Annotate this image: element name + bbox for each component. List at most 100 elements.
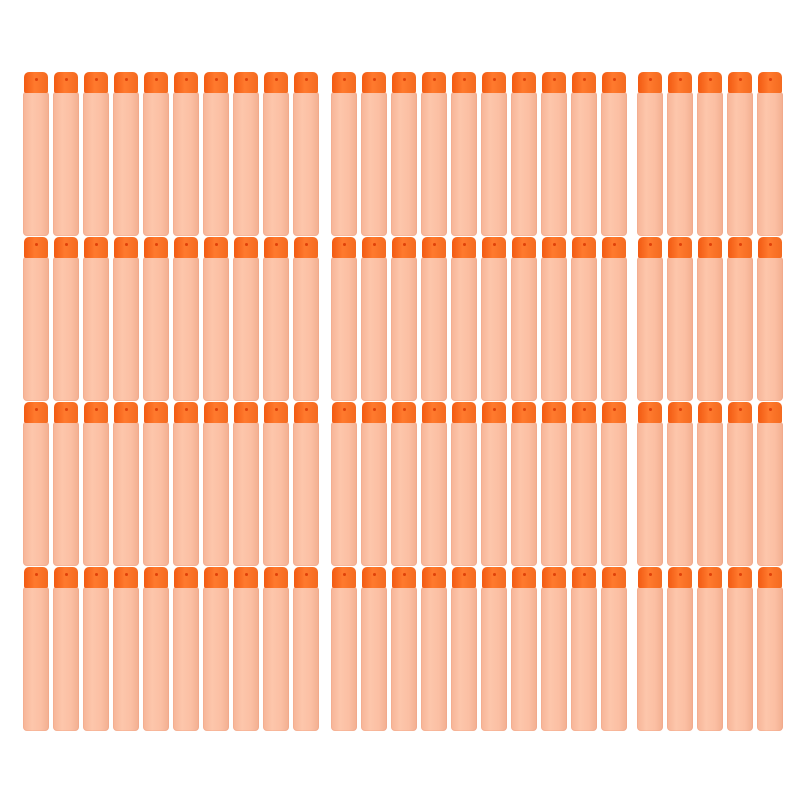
dart-body — [511, 587, 537, 731]
foam-dart — [697, 567, 723, 731]
foam-dart — [541, 237, 567, 401]
dart-body — [667, 422, 693, 566]
dart-body — [203, 92, 229, 236]
dart-tip — [144, 72, 168, 93]
dart-tip — [264, 567, 288, 588]
dart-tip — [234, 567, 258, 588]
dart-body — [293, 257, 319, 401]
foam-dart — [667, 237, 693, 401]
dart-tip — [204, 72, 228, 93]
dart-body — [667, 92, 693, 236]
dart-body — [757, 257, 783, 401]
foam-dart — [451, 567, 477, 731]
foam-dart — [173, 237, 199, 401]
dart-body — [203, 257, 229, 401]
dart-tip — [392, 237, 416, 258]
dart-body — [233, 257, 259, 401]
dart-tip — [452, 237, 476, 258]
dart-body — [571, 257, 597, 401]
dart-tip — [668, 72, 692, 93]
dart-tip — [728, 72, 752, 93]
foam-dart — [481, 402, 507, 566]
foam-dart — [727, 567, 753, 731]
foam-dart — [233, 237, 259, 401]
dart-tip — [602, 237, 626, 258]
dart-tip — [638, 402, 662, 423]
foam-dart — [83, 237, 109, 401]
foam-dart — [83, 567, 109, 731]
foam-dart — [697, 402, 723, 566]
dart-body — [83, 92, 109, 236]
dart-tip — [24, 237, 48, 258]
dart-body — [143, 257, 169, 401]
dart-body — [511, 92, 537, 236]
dart-body — [53, 587, 79, 731]
foam-dart — [173, 72, 199, 236]
foam-dart — [331, 72, 357, 236]
dart-tip — [362, 402, 386, 423]
foam-dart — [263, 567, 289, 731]
dart-tip — [204, 567, 228, 588]
dart-body — [511, 257, 537, 401]
foam-dart — [451, 402, 477, 566]
dart-tip — [542, 567, 566, 588]
foam-dart — [23, 567, 49, 731]
dart-body — [233, 92, 259, 236]
dart-body — [697, 587, 723, 731]
dart-body — [451, 422, 477, 566]
dart-body — [451, 587, 477, 731]
foam-dart — [203, 402, 229, 566]
dart-body — [451, 92, 477, 236]
dart-body — [203, 587, 229, 731]
dart-body — [541, 422, 567, 566]
dart-tip — [362, 72, 386, 93]
dart-body — [331, 257, 357, 401]
dart-tip — [668, 237, 692, 258]
dart-tip — [668, 567, 692, 588]
dart-body — [601, 422, 627, 566]
dart-tip — [452, 402, 476, 423]
dart-body — [727, 422, 753, 566]
foam-dart — [667, 72, 693, 236]
dart-tip — [512, 237, 536, 258]
dart-tip — [728, 567, 752, 588]
dart-tip — [542, 402, 566, 423]
foam-dart — [421, 72, 447, 236]
dart-tip — [482, 237, 506, 258]
dart-tip — [758, 402, 782, 423]
foam-dart — [391, 237, 417, 401]
dart-body — [113, 587, 139, 731]
foam-dart — [511, 567, 537, 731]
foam-dart — [361, 567, 387, 731]
dart-tip — [758, 567, 782, 588]
foam-dart — [481, 237, 507, 401]
foam-dart — [331, 567, 357, 731]
dart-body — [203, 422, 229, 566]
dart-tip — [728, 402, 752, 423]
dart-tip — [234, 72, 258, 93]
foam-dart — [481, 567, 507, 731]
foam-dart — [571, 72, 597, 236]
dart-tip — [144, 402, 168, 423]
dart-body — [23, 422, 49, 566]
foam-dart — [331, 402, 357, 566]
foam-dart — [361, 237, 387, 401]
dart-body — [293, 422, 319, 566]
dart-body — [263, 587, 289, 731]
dart-body — [361, 587, 387, 731]
dart-tip — [234, 402, 258, 423]
dart-tip — [638, 567, 662, 588]
dart-body — [83, 587, 109, 731]
dart-body — [571, 92, 597, 236]
dart-tip — [698, 72, 722, 93]
dart-body — [601, 92, 627, 236]
foam-dart — [263, 237, 289, 401]
foam-dart — [697, 72, 723, 236]
dart-body — [481, 92, 507, 236]
dart-tip — [332, 237, 356, 258]
dart-body — [263, 422, 289, 566]
foam-dart — [637, 72, 663, 236]
foam-dart — [113, 237, 139, 401]
dart-body — [173, 92, 199, 236]
dart-body — [143, 92, 169, 236]
